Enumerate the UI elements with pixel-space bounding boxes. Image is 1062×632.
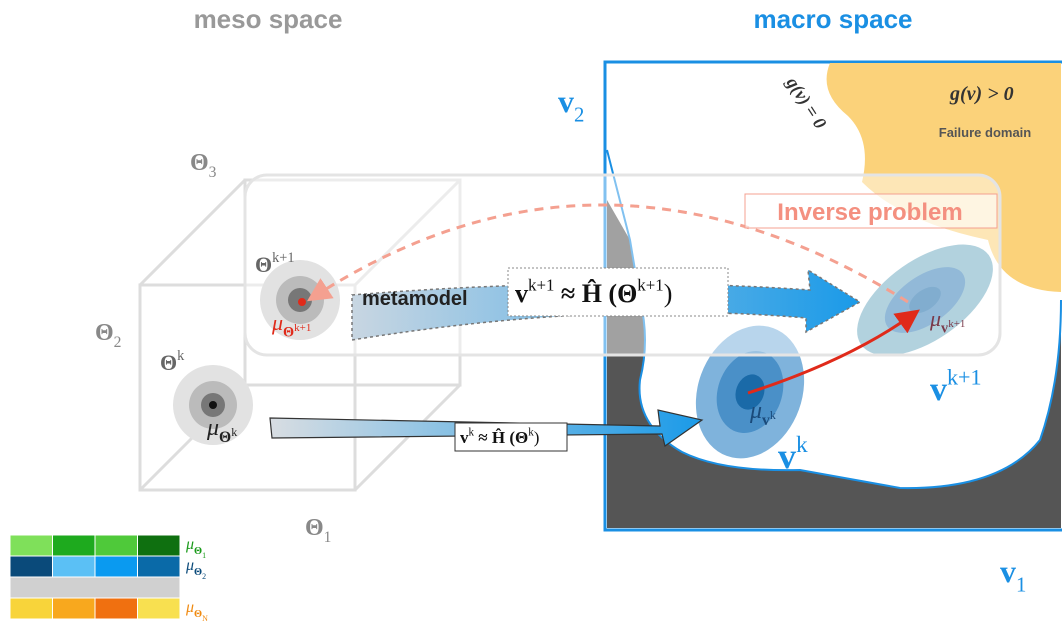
mu-thetak-part: k <box>231 425 237 439</box>
axis-theta3-part: Θ <box>190 150 209 176</box>
axis-theta1: Θ1 <box>305 515 331 546</box>
legend-cell <box>9 576 181 599</box>
equation-k1-part: k+1 <box>528 275 554 294</box>
g-positive: g(v) > 0 <box>949 83 1014 105</box>
g-positive-part: g(v) > 0 <box>949 83 1014 105</box>
thetak-label: Θk <box>160 348 185 375</box>
vk-label-part: k <box>796 432 808 458</box>
legend-label: μΘ1 <box>185 536 206 560</box>
axis-v1-part: 1 <box>1016 574 1026 597</box>
axis-v1-part: v <box>1000 553 1016 589</box>
axis-theta1-part: 1 <box>324 529 332 546</box>
inverse-arrow <box>306 203 909 304</box>
legend-label-part: μ <box>185 599 194 616</box>
mu-thetak1: μΘk+1 <box>271 310 311 341</box>
equation-k-part: ) <box>534 428 540 447</box>
mu-thetak1-part: μ <box>271 310 283 335</box>
mu-thetak1-part: k+1 <box>294 322 311 334</box>
mu-vk1: μvk+1 <box>929 306 965 337</box>
mu-vk: μvk <box>749 398 776 429</box>
equation-k: vk ≈ Ĥ (Θk) <box>460 426 539 447</box>
legend-cell <box>137 555 181 578</box>
mu-thetak-part: μ <box>206 415 219 441</box>
legend-label: μΘ2 <box>185 557 206 581</box>
equation-box-k <box>454 422 568 452</box>
metamodel-label: metamodel <box>362 288 468 310</box>
vk-label-part: v <box>778 436 796 476</box>
axis-v2-part: 2 <box>574 104 584 127</box>
thetak1-label-part: Θ <box>255 252 272 277</box>
thetak-label-part: k <box>177 348 185 364</box>
mu-vk-part: k <box>770 408 776 422</box>
legend-label-part: Θ <box>194 567 202 578</box>
legend-label-part: Θ <box>194 609 202 620</box>
legend-cell <box>9 534 53 557</box>
failure-label: Failure domain <box>939 125 1032 140</box>
equation-k-part: k <box>528 426 534 438</box>
update-arrow <box>747 309 920 395</box>
legend-label-part: Θ <box>194 546 202 557</box>
legend-label-part: 1 <box>202 551 206 560</box>
equation-k-part: v <box>460 428 469 447</box>
equation-box-k1 <box>507 267 729 317</box>
mu-thetak-part: Θ <box>219 429 231 446</box>
gaussian-vk1-core <box>909 286 941 314</box>
equation-k1-part: ≈ Ĥ (Θ <box>554 279 637 308</box>
legend-cell <box>94 555 138 578</box>
legend-cell <box>52 597 96 620</box>
equation-k-part: ≈ Ĥ (Θ <box>474 428 528 447</box>
safe-boundary-region <box>607 200 1061 528</box>
axis-theta3-part: 3 <box>209 164 217 181</box>
thetak1-label: Θk+1 <box>255 250 295 277</box>
mu-vk-part: μ <box>749 398 762 424</box>
vk1-label-part: k+1 <box>947 365 982 390</box>
axis-theta2: Θ2 <box>95 320 121 351</box>
legend-label-part: μ <box>185 557 194 574</box>
macro-title: macro space <box>754 4 913 34</box>
axis-theta2-part: Θ <box>95 320 114 346</box>
legend-cell <box>94 597 138 620</box>
mu-thetak: μΘk <box>206 415 237 446</box>
legend-label-part: N <box>202 614 208 623</box>
mu-vk-part: v <box>762 412 770 429</box>
equation-k1-part: ) <box>664 279 673 308</box>
vk1-label: vk+1 <box>930 365 982 408</box>
thetak1-label-part: k+1 <box>272 250 294 266</box>
equation-k1: vk+1 ≈ Ĥ (Θk+1) <box>515 275 672 308</box>
meso-gaussians <box>173 260 340 445</box>
inverse-label-box <box>744 193 998 229</box>
legend-label-part: μ <box>185 536 194 553</box>
legend-label-part: 2 <box>202 572 206 581</box>
domain-boundary <box>606 149 1062 490</box>
equation-k1-part: v <box>515 279 528 308</box>
vk-label: vk <box>778 432 808 476</box>
axis-theta3: Θ3 <box>190 150 217 181</box>
legend-cell <box>9 555 53 578</box>
mu-vk1-part: v <box>941 321 949 337</box>
equation-k1-part: k+1 <box>637 275 663 294</box>
legend-cell <box>137 597 181 620</box>
mu-thetak1-part: Θ <box>283 325 294 341</box>
vk1-label-part: v <box>930 371 947 408</box>
legend-cell <box>52 555 96 578</box>
meso-title: meso space <box>194 4 343 34</box>
legend-label: μΘN <box>185 599 208 623</box>
legend-cell <box>52 534 96 557</box>
legend-cell <box>94 534 138 557</box>
axis-v1: v1 <box>1000 553 1026 597</box>
inverse-label: Inverse problem <box>777 199 962 226</box>
axis-theta1-part: Θ <box>305 515 324 541</box>
legend-cell <box>137 534 181 557</box>
axis-theta2-part: 2 <box>114 334 122 351</box>
mu-vk1-part: μ <box>929 306 941 331</box>
equation-k-part: k <box>469 426 475 438</box>
axis-v2: v2 <box>558 83 584 127</box>
thetak-label-part: Θ <box>160 350 177 375</box>
failure-domain <box>826 63 1061 292</box>
legend-cell <box>9 597 53 620</box>
axis-v2-part: v <box>558 83 574 119</box>
mu-vk1-part: k+1 <box>948 318 965 330</box>
